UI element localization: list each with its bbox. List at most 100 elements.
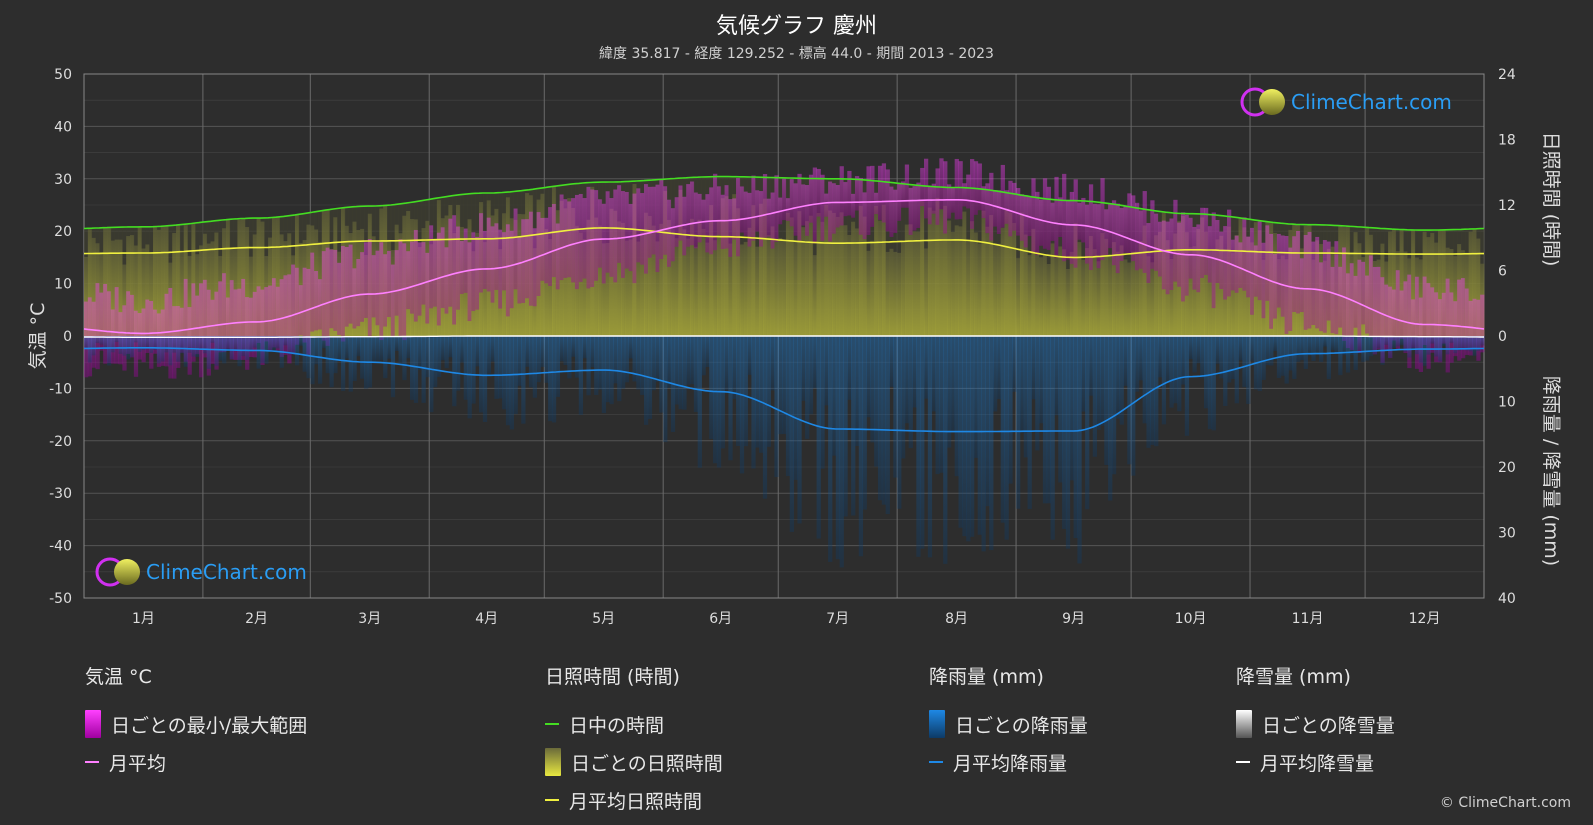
sunshine-bar (179, 252, 185, 336)
legend-item-daily-sunshine: 日ごとの日照時間 (545, 743, 723, 781)
sunshine-bar (126, 236, 131, 336)
sunshine-bar (720, 198, 725, 336)
rain-bar (697, 336, 702, 468)
sunshine-bar (747, 227, 752, 336)
rain-bar (1296, 336, 1301, 362)
temp-range-bar (854, 176, 860, 211)
rain-bar (1265, 336, 1270, 366)
sunshine-bar (667, 219, 672, 336)
sunshine-bar (1046, 264, 1051, 336)
rain-bar (218, 336, 223, 361)
rain-bar (1257, 336, 1262, 392)
temp-range-bar (1338, 266, 1343, 328)
rain-bar (122, 336, 127, 356)
temp-range-bar (636, 188, 641, 263)
sunshine-bar (916, 231, 921, 336)
rain-bar (962, 336, 967, 537)
temp-range-bar (1092, 203, 1098, 257)
legend-item-snow-avg: 月平均降雪量 (1236, 743, 1395, 781)
sunshine-bar (1204, 231, 1209, 336)
rain-bar (383, 336, 388, 379)
sunshine-bar (732, 194, 737, 336)
sunshine-bar (1169, 258, 1174, 336)
daily-bars (84, 158, 1485, 568)
sunshine-bar (793, 241, 798, 336)
temp-range-bar (586, 186, 591, 289)
sunshine-bar (682, 229, 687, 336)
temp-range-bar (482, 230, 488, 289)
sunshine-bar (797, 211, 802, 336)
temp-range-bar (440, 227, 445, 308)
rain-bar (502, 336, 507, 410)
temp-range-bar (1065, 199, 1071, 260)
sunshine-bar (578, 232, 584, 336)
rain-bar (1088, 336, 1094, 396)
sunshine-bar (908, 224, 913, 336)
sunshine-bar (705, 242, 710, 336)
rain-bar (509, 336, 514, 430)
rain-bar (517, 336, 522, 386)
temp-range-bar (801, 184, 806, 226)
sunshine-bar (854, 228, 860, 336)
temp-range-bar (916, 182, 921, 228)
temp-range-bar (1345, 273, 1351, 349)
rain-bar (1180, 336, 1186, 385)
rain-bar (663, 336, 668, 443)
sunshine-bar (805, 221, 810, 336)
rain-bar (1169, 336, 1174, 408)
rain-bar (1019, 336, 1025, 433)
temp-range-bar (195, 295, 200, 355)
rain-bar (321, 336, 327, 349)
temp-range-bar (1215, 220, 1220, 284)
rain-bar (973, 336, 979, 458)
rain-bar (690, 336, 695, 385)
rain-bar (686, 336, 691, 385)
temp-range-bar (713, 173, 718, 251)
sunshine-bar (1437, 229, 1443, 336)
rain-bar (977, 336, 982, 535)
rain-bar (1211, 336, 1216, 431)
legend-item-temp-avg: 月平均 (85, 743, 307, 781)
temp-range-bar (736, 178, 741, 257)
rain-bar (747, 336, 752, 375)
sunshine-bar (1108, 254, 1113, 336)
temp-range-bar (1292, 236, 1297, 313)
rain-bar (620, 336, 626, 389)
rain-bar (168, 336, 173, 366)
temp-range-bar (835, 184, 841, 228)
temp-range-bar (107, 291, 112, 364)
sun-axis-label: 日照時間 (時間) (1540, 132, 1562, 267)
rain-bar (1165, 336, 1170, 382)
rain-bar (1273, 336, 1278, 352)
temp-range-bar (640, 193, 645, 265)
rain-bar (356, 336, 361, 357)
sunshine-bar (889, 248, 894, 336)
sunshine-bar (774, 241, 779, 336)
sunshine-bar (1215, 239, 1220, 336)
temp-range-bar (168, 287, 173, 379)
temp-range-bar (1284, 236, 1289, 334)
rain-bar (1284, 336, 1289, 384)
rain-bar (904, 336, 910, 424)
temp-avg-line (83, 199, 1485, 335)
rain-bar (693, 336, 699, 413)
temp-range-bar (805, 185, 810, 236)
rain-bar (1134, 336, 1140, 392)
temp-range-bar (1039, 199, 1044, 246)
sunshine-bar (256, 218, 261, 336)
sunshine-bar (1127, 262, 1132, 336)
rain-bar (145, 336, 150, 348)
sunshine-bar (275, 217, 281, 336)
rain-bar (1008, 336, 1013, 484)
temp-range-bar (467, 242, 472, 322)
rain-bar (759, 336, 764, 453)
sunshine-bar (252, 234, 258, 336)
rain-bar (229, 336, 234, 360)
rain-bar (655, 336, 660, 382)
rain-bar (874, 336, 879, 467)
month-tick-label: 12月 (1409, 611, 1441, 627)
temp-range-bar (145, 299, 150, 354)
temp-range-bar (766, 198, 771, 237)
temp-range-bar (590, 189, 595, 288)
sunshine-bar (640, 232, 645, 336)
